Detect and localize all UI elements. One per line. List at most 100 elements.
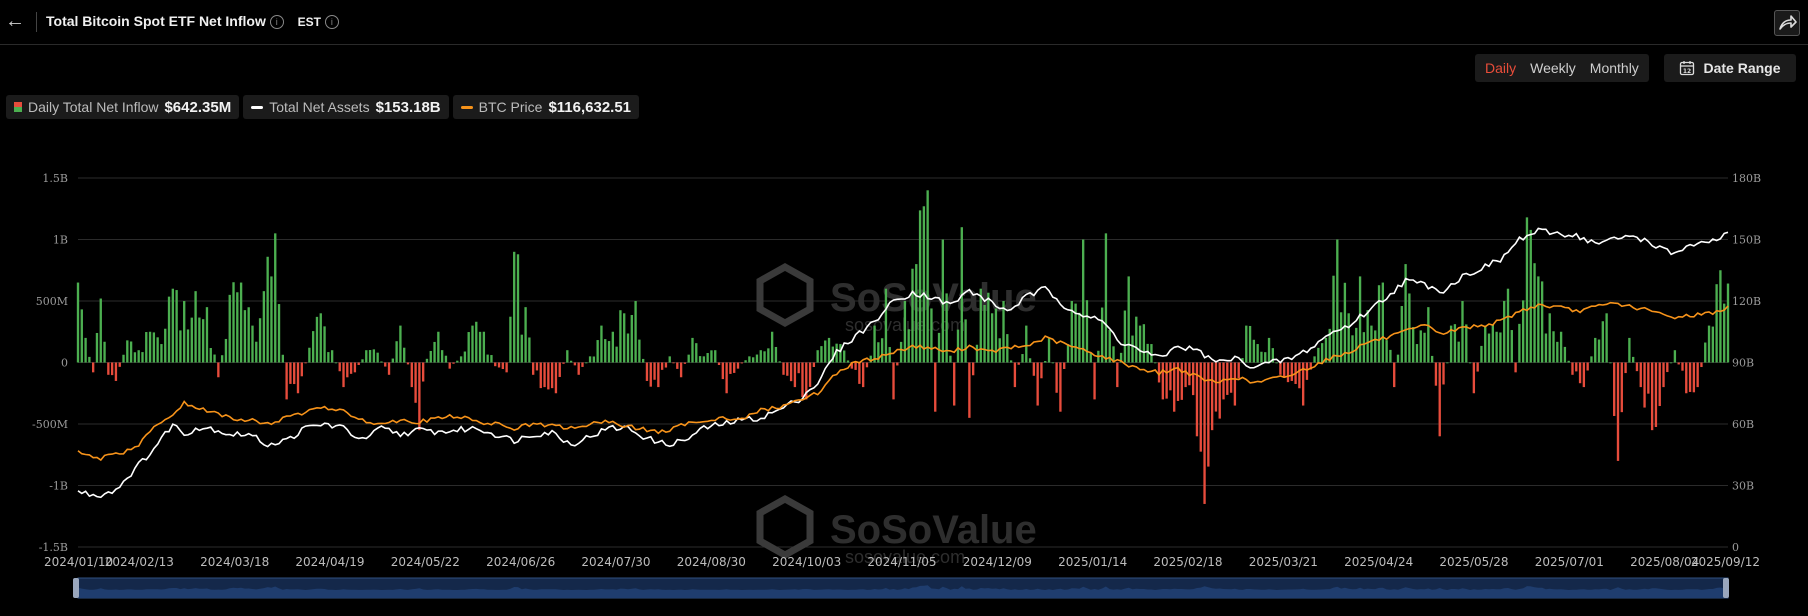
net-inflow-bar bbox=[1692, 362, 1696, 393]
net-inflow-bar bbox=[1123, 310, 1127, 363]
net-inflow-bar bbox=[1601, 321, 1605, 363]
net-inflow-bar bbox=[1252, 339, 1256, 363]
range-navigator[interactable] bbox=[73, 577, 1729, 599]
net-inflow-bar bbox=[1711, 326, 1715, 363]
legend-total-net-assets[interactable]: Total Net Assets $153.18B bbox=[243, 95, 449, 119]
date-range-button[interactable]: 12 Date Range bbox=[1664, 54, 1796, 82]
net-inflow-bar bbox=[736, 362, 740, 369]
x-tick-label: 2024/12/09 bbox=[963, 555, 1032, 569]
net-inflow-bar bbox=[437, 331, 440, 363]
net-inflow-bar bbox=[122, 354, 125, 363]
net-inflow-bar bbox=[861, 362, 865, 388]
net-inflow-bar bbox=[1688, 362, 1692, 392]
net-inflow-bar bbox=[1116, 362, 1119, 388]
btc-price-line bbox=[77, 301, 1729, 462]
net-inflow-bar bbox=[1286, 362, 1290, 383]
period-monthly[interactable]: Monthly bbox=[1589, 60, 1639, 76]
net-inflow-bar bbox=[835, 343, 838, 363]
timezone-info-icon[interactable]: i bbox=[324, 15, 339, 29]
info-icon[interactable]: i bbox=[269, 15, 284, 29]
net-inflow-bar bbox=[346, 362, 349, 378]
net-inflow-bar bbox=[1628, 337, 1631, 363]
period-weekly[interactable]: Weekly bbox=[1530, 60, 1576, 76]
net-inflow-bar bbox=[1298, 362, 1301, 389]
net-inflow-bar bbox=[695, 343, 698, 363]
net-inflow-bar bbox=[1241, 358, 1244, 363]
net-inflow-bar bbox=[1647, 362, 1650, 394]
legend-btc-price[interactable]: BTC Price $116,632.51 bbox=[452, 95, 640, 119]
net-inflow-bar bbox=[607, 341, 611, 363]
net-inflow-bar bbox=[1613, 362, 1616, 416]
net-inflow-bar bbox=[133, 352, 137, 363]
net-inflow-bar bbox=[1040, 362, 1043, 379]
net-inflow-bar bbox=[1514, 362, 1517, 373]
net-inflow-bar bbox=[1165, 362, 1168, 399]
x-tick-label: 2025/08/04 bbox=[1630, 555, 1699, 569]
net-inflow-bar bbox=[911, 268, 914, 363]
net-inflow-bar bbox=[126, 340, 129, 363]
net-inflow-bar bbox=[1654, 362, 1658, 428]
net-inflow-bar bbox=[676, 362, 679, 369]
net-inflow-bar bbox=[539, 362, 542, 389]
net-inflow-bar bbox=[672, 362, 675, 364]
net-inflow-bar bbox=[1169, 362, 1172, 391]
net-inflow-bar bbox=[1313, 356, 1316, 363]
net-inflow-bar bbox=[1685, 362, 1688, 394]
net-inflow-bar bbox=[729, 362, 732, 374]
net-inflow-bar bbox=[463, 351, 467, 363]
net-inflow-bar bbox=[315, 316, 319, 363]
net-inflow-bar bbox=[543, 362, 546, 388]
net-inflow-bar bbox=[892, 362, 895, 400]
net-inflow-bar bbox=[1461, 301, 1464, 363]
net-inflow-bar bbox=[509, 316, 512, 363]
x-tick-label: 2025/07/01 bbox=[1535, 555, 1604, 569]
net-inflow-bar bbox=[660, 362, 664, 370]
net-inflow-bar bbox=[1195, 362, 1199, 437]
net-inflow-bar bbox=[368, 350, 372, 363]
net-inflow-bar bbox=[945, 293, 948, 363]
net-inflow-bar bbox=[725, 362, 728, 394]
net-inflow-bar bbox=[949, 355, 952, 363]
net-inflow-bar bbox=[1575, 362, 1578, 372]
net-inflow-bar bbox=[171, 288, 175, 363]
net-inflow-bar bbox=[1393, 362, 1396, 388]
net-inflow-bar bbox=[1438, 362, 1441, 437]
net-inflow-bar bbox=[1457, 341, 1460, 363]
net-inflow-bar bbox=[391, 358, 395, 363]
net-inflow-bar bbox=[858, 362, 861, 384]
net-inflow-bar bbox=[1468, 362, 1472, 364]
net-inflow-bar bbox=[865, 362, 869, 368]
back-arrow-icon[interactable]: ← bbox=[5, 10, 25, 32]
net-inflow-bar bbox=[1059, 362, 1062, 412]
legend-net-inflow[interactable]: Daily Total Net Inflow $642.35M bbox=[6, 95, 240, 119]
share-icon[interactable] bbox=[1774, 10, 1800, 36]
net-inflow-bar bbox=[141, 352, 144, 363]
net-inflow-bar bbox=[964, 319, 967, 363]
net-inflow-bar bbox=[258, 318, 262, 363]
x-tick-label: 2025/02/18 bbox=[1153, 555, 1222, 569]
net-inflow-bar bbox=[577, 362, 580, 375]
net-inflow-bar bbox=[1309, 362, 1312, 370]
net-inflow-bar bbox=[1275, 362, 1278, 364]
period-daily[interactable]: Daily bbox=[1485, 60, 1517, 76]
net-inflow-bar bbox=[1590, 356, 1593, 363]
net-inflow-bar bbox=[266, 256, 269, 363]
net-inflow-bar bbox=[1089, 352, 1092, 363]
net-inflow-bar bbox=[645, 362, 649, 381]
net-inflow-bar bbox=[84, 337, 87, 363]
net-inflow-bar bbox=[588, 356, 592, 363]
net-inflow-bars bbox=[76, 190, 1730, 504]
calendar-icon: 12 bbox=[1680, 61, 1695, 76]
net-inflow-bar bbox=[1339, 312, 1343, 363]
net-inflow-bar bbox=[744, 360, 747, 363]
total-net-assets-line bbox=[77, 227, 1729, 499]
net-inflow-bar bbox=[1480, 345, 1483, 363]
net-inflow-bar bbox=[1529, 229, 1532, 363]
net-inflow-bar bbox=[300, 362, 303, 377]
net-inflow-bar bbox=[1066, 344, 1070, 363]
net-inflow-bar bbox=[1119, 352, 1123, 363]
net-inflow-bar bbox=[513, 251, 516, 363]
net-inflow-bar bbox=[956, 329, 960, 363]
net-inflow-bar bbox=[668, 356, 671, 363]
